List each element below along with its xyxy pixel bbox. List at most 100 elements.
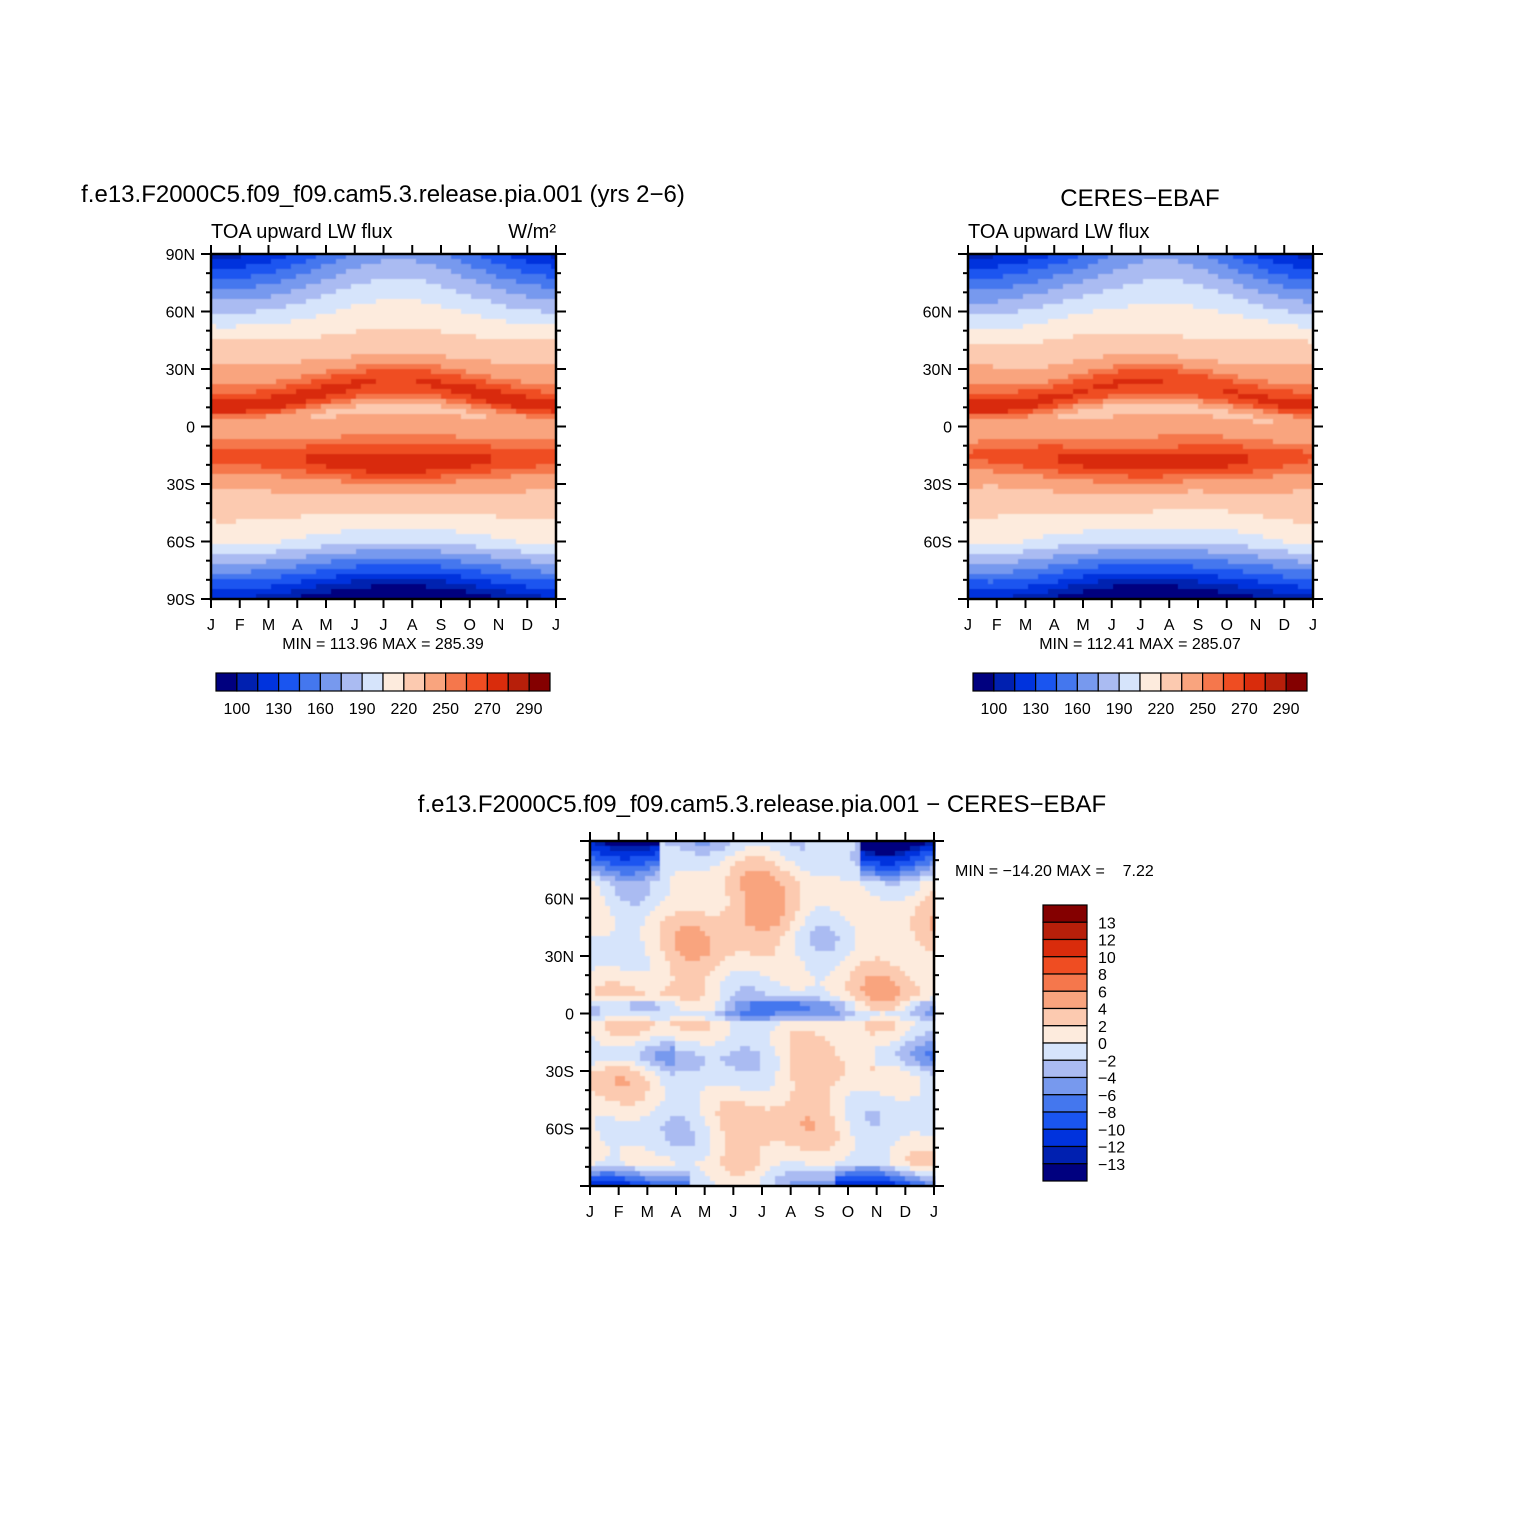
contour-cell (491, 574, 497, 580)
contour-cell (481, 444, 487, 450)
contour-cell (316, 489, 322, 495)
contour-cell (271, 279, 277, 285)
contour-cell (506, 279, 512, 285)
contour-cell (511, 364, 517, 370)
contour-cell (226, 574, 232, 580)
contour-cell (968, 554, 974, 560)
contour-cell (968, 429, 974, 435)
contour-cell (431, 544, 437, 550)
contour-cell (481, 514, 487, 520)
contour-cell (516, 394, 522, 400)
contour-cell (306, 594, 312, 600)
contour-cell (496, 589, 502, 595)
contour-cell (366, 314, 372, 320)
contour-cell (968, 514, 974, 520)
contour-cell (351, 484, 357, 490)
contour-cell (536, 504, 542, 510)
contour-cell (301, 294, 307, 300)
contour-cell (491, 364, 497, 370)
contour-cell (426, 554, 432, 560)
contour-cell (316, 424, 322, 430)
contour-cell (456, 539, 462, 545)
contour-cell (241, 564, 247, 570)
contour-cell (281, 294, 287, 300)
contour-cell (506, 374, 512, 380)
contour-cell (451, 559, 457, 565)
contour-cell (291, 259, 297, 265)
contour-cell (436, 474, 442, 480)
contour-cell (271, 514, 277, 520)
contour-cell (341, 269, 347, 275)
contour-cell (296, 414, 302, 420)
contour-cell (376, 574, 382, 580)
contour-cell (516, 549, 522, 555)
contour-cell (516, 404, 522, 410)
contour-cell (276, 504, 282, 510)
contour-cell (226, 424, 232, 430)
contour-cell (261, 544, 267, 550)
contour-cell (356, 304, 362, 310)
contour-cell (526, 459, 532, 465)
contour-cell (441, 504, 447, 510)
contour-cell (436, 359, 442, 365)
contour-cell (391, 539, 397, 545)
contour-cell (466, 279, 472, 285)
contour-cell (296, 489, 302, 495)
contour-cell (321, 364, 327, 370)
contour-cell (326, 404, 332, 410)
contour-cell (411, 484, 417, 490)
contour-cell (276, 379, 282, 385)
contour-cell (321, 579, 327, 585)
contour-cell (226, 334, 232, 340)
contour-cell (973, 434, 979, 440)
contour-cell (521, 529, 527, 535)
contour-cell (371, 529, 377, 535)
contour-cell (546, 554, 552, 560)
contour-cell (536, 314, 542, 320)
contour-cell (516, 419, 522, 425)
contour-cell (471, 504, 477, 510)
contour-cell (386, 504, 392, 510)
contour-cell (451, 344, 457, 350)
contour-cell (266, 514, 272, 520)
contour-cell (486, 489, 492, 495)
contour-cell (968, 439, 974, 445)
contour-cell (336, 394, 342, 400)
contour-cell (291, 319, 297, 325)
contour-cell (251, 279, 257, 285)
contour-cell (501, 574, 507, 580)
contour-cell (496, 299, 502, 305)
contour-cell (226, 289, 232, 295)
contour-cell (321, 379, 327, 385)
contour-cell (226, 534, 232, 540)
contour-cell (466, 464, 472, 470)
contour-cell (326, 354, 332, 360)
contour-cell (501, 449, 507, 455)
contour-cell (521, 279, 527, 285)
contour-cell (231, 504, 237, 510)
contour-cell (371, 574, 377, 580)
contour-cell (301, 434, 307, 440)
contour-cell (511, 334, 517, 340)
contour-cell (476, 364, 482, 370)
contour-cell (256, 279, 262, 285)
contour-cell (471, 574, 477, 580)
contour-cell (401, 564, 407, 570)
contour-cell (381, 379, 387, 385)
contour-cell (401, 264, 407, 270)
contour-cell (381, 254, 387, 260)
contour-cell (346, 374, 352, 380)
contour-cell (291, 414, 297, 420)
contour-cell (411, 329, 417, 335)
contour-cell (491, 284, 497, 290)
contour-cell (216, 569, 222, 575)
contour-cell (256, 269, 262, 275)
contour-cell (286, 414, 292, 420)
contour-cell (536, 339, 542, 345)
contour-cell (551, 474, 557, 480)
contour-cell (346, 349, 352, 355)
contour-cell (476, 434, 482, 440)
contour-cell (316, 509, 322, 515)
contour-cell (216, 439, 222, 445)
contour-cell (416, 494, 422, 500)
